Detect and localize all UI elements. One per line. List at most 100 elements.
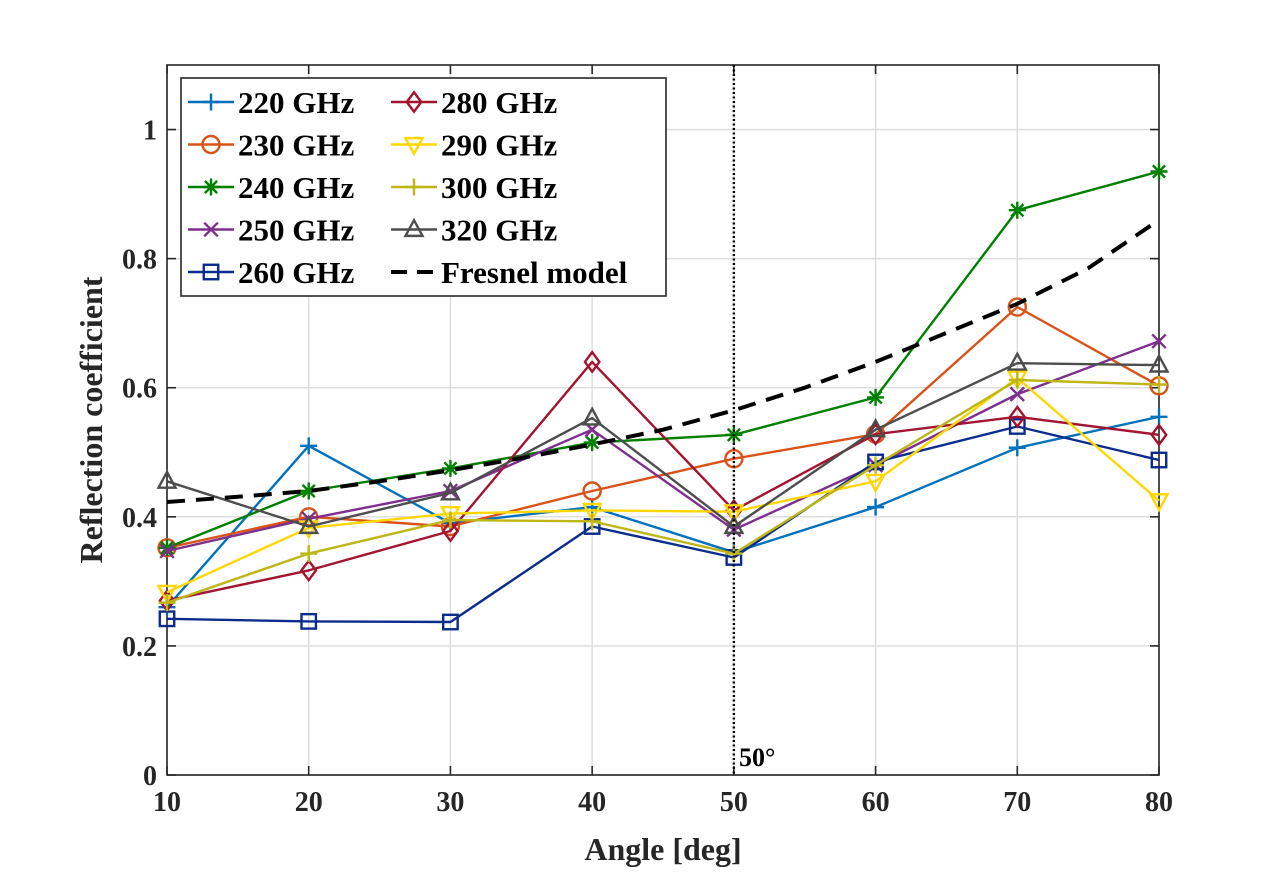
legend-marker	[203, 221, 219, 238]
x-tick-label: 40	[578, 787, 606, 818]
data-point	[300, 545, 318, 563]
series-fresnel-model	[166, 218, 1161, 504]
series-320-ghz	[156, 351, 1170, 535]
vline-label: 50°	[739, 743, 775, 772]
data-point	[441, 519, 460, 543]
series-line	[166, 378, 1160, 604]
legend-entry: 230 GHz	[188, 128, 354, 163]
data-point	[583, 512, 601, 530]
data-point	[723, 514, 745, 535]
data-point	[439, 506, 461, 526]
data-point	[1008, 404, 1027, 429]
legend-entry: Fresnel model	[391, 255, 628, 290]
data-point	[300, 482, 318, 500]
legend-entry: 240 GHz	[188, 170, 354, 205]
data-point	[1006, 351, 1028, 371]
legend-marker	[403, 217, 425, 238]
data-point	[442, 613, 459, 631]
data-point	[1150, 423, 1168, 447]
legend-label: 220 GHz	[238, 85, 354, 120]
legend-marker	[202, 178, 220, 196]
x-tick-label: 70	[1003, 787, 1031, 818]
data-point	[1008, 201, 1026, 219]
data-point	[1151, 333, 1167, 349]
data-point	[1148, 353, 1170, 373]
data-point	[1148, 493, 1170, 513]
y-tick-label: 0.4	[122, 503, 157, 534]
series-line	[166, 170, 1160, 549]
series-line	[166, 340, 1160, 553]
legend-label: 240 GHz	[238, 170, 354, 205]
series-layer	[156, 163, 1170, 631]
data-point	[1008, 439, 1026, 457]
data-point	[1150, 408, 1168, 426]
legend-label: 300 GHz	[441, 170, 557, 205]
data-point	[441, 511, 459, 529]
data-point	[583, 350, 601, 374]
axis-ticks: 10 20 30 40 50 60 70 80 0 0.2 0.4 0.6 0.8 1	[122, 65, 1173, 818]
data-point	[1009, 386, 1025, 402]
series-line	[166, 362, 1160, 528]
series-240-ghz	[158, 163, 1168, 557]
legend-entry: 220 GHz	[188, 85, 354, 120]
legend-entry: 300 GHz	[391, 170, 557, 205]
data-point	[1150, 451, 1168, 469]
data-point	[1150, 376, 1168, 393]
series-line	[166, 305, 1160, 549]
data-point	[582, 481, 602, 501]
legend: 220 GHz 230 GHz 240 GHz 250 GHz 260 GHz 280 G…	[180, 77, 667, 297]
x-tick-label: 80	[1145, 787, 1173, 818]
data-point	[581, 406, 603, 426]
data-point	[867, 498, 885, 516]
data-point	[299, 558, 318, 583]
data-point	[583, 434, 601, 452]
legend-entry: 250 GHz	[188, 213, 354, 248]
data-point	[581, 502, 603, 523]
legend-marker	[403, 136, 425, 157]
legend-label: 290 GHz	[441, 128, 557, 163]
x-axis-label: Angle [deg]	[584, 831, 741, 867]
series-line	[166, 415, 1160, 608]
legend-label: Fresnel model	[441, 255, 628, 290]
y-axis-label: Reflection coefficient	[73, 276, 109, 563]
series-line	[166, 425, 1160, 624]
data-point	[867, 388, 885, 406]
data-point	[158, 539, 176, 557]
data-point	[158, 594, 176, 612]
y-tick-label: 0.6	[122, 374, 157, 405]
legend-label: 280 GHz	[441, 85, 557, 120]
series-260-ghz	[158, 418, 1168, 631]
legend-label: 260 GHz	[238, 255, 354, 290]
x-tick-label: 30	[436, 787, 464, 818]
legend-marker	[202, 263, 220, 281]
legend-marker	[201, 134, 221, 155]
legend-marker	[405, 90, 423, 114]
data-point	[300, 612, 318, 630]
data-point	[300, 437, 318, 455]
data-point	[441, 459, 459, 477]
legend-label: 230 GHz	[238, 128, 354, 163]
x-tick-label: 50	[720, 787, 748, 818]
data-point	[159, 543, 175, 559]
series-300-ghz	[158, 371, 1168, 612]
data-point	[865, 473, 887, 494]
data-point	[298, 514, 320, 535]
data-point	[298, 520, 320, 540]
y-tick-label: 0	[143, 761, 157, 792]
data-point	[1008, 371, 1026, 389]
legend-marker	[202, 93, 220, 111]
data-point	[442, 483, 459, 499]
x-tick-label: 60	[862, 787, 890, 818]
data-point	[865, 417, 887, 438]
legend-entry: 320 GHz	[391, 213, 557, 248]
y-tick-label: 1	[143, 116, 157, 147]
y-tick-label: 0.2	[122, 632, 157, 663]
data-point	[156, 584, 178, 605]
y-tick-label: 0.8	[122, 245, 157, 276]
data-point	[1007, 297, 1027, 317]
legend-entry: 280 GHz	[391, 85, 557, 120]
model-line	[166, 218, 1161, 504]
legend-entry: 260 GHz	[188, 255, 354, 290]
legend-entry: 290 GHz	[391, 128, 557, 163]
